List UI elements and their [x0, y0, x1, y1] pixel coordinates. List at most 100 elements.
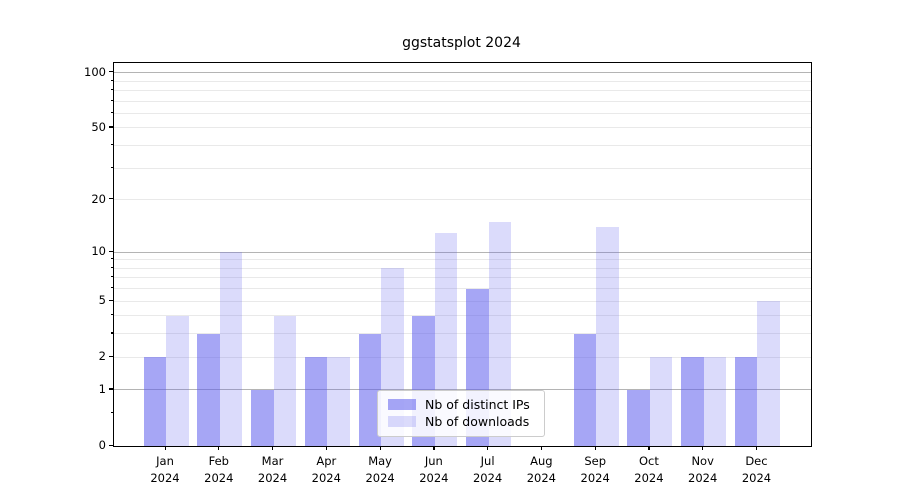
- y-tick-label: 5: [98, 293, 106, 308]
- y-axis-tick: [109, 388, 113, 390]
- minor-gridline: [114, 267, 811, 269]
- y-axis-tick: [109, 444, 113, 446]
- legend-item: Nb of distinct IPs: [388, 396, 536, 413]
- y-tick-label: 20: [91, 191, 106, 206]
- minor-gridline: [114, 127, 811, 129]
- y-axis-minor-tick: [111, 79, 114, 81]
- major-gridline: [114, 389, 811, 391]
- minor-gridline: [114, 80, 811, 82]
- minor-gridline: [114, 145, 811, 147]
- x-axis-tick: [594, 446, 596, 450]
- legend: Nb of distinct IPs Nb of downloads: [377, 390, 545, 437]
- bar-distinct-ips-dec: [734, 357, 758, 446]
- y-tick-label: 100: [84, 64, 106, 79]
- x-axis-tick: [164, 446, 166, 450]
- y-tick-label: 1: [98, 381, 106, 396]
- bar-distinct-ips-apr: [304, 357, 328, 446]
- x-tick-label-sep: Sep 2024: [580, 454, 610, 485]
- y-axis-minor-tick: [111, 314, 114, 316]
- y-axis-minor-tick: [111, 126, 114, 128]
- x-axis-tick: [433, 446, 435, 450]
- bar-downloads-feb: [219, 252, 243, 446]
- bar-downloads-sep: [596, 226, 619, 446]
- bar-downloads-jan: [166, 315, 189, 446]
- legend-item: Nb of downloads: [388, 413, 536, 430]
- y-axis-minor-tick: [111, 332, 114, 334]
- y-tick-label: 10: [91, 244, 106, 258]
- bar-downloads-oct: [649, 357, 673, 446]
- major-gridline: [114, 72, 811, 74]
- minor-gridline: [114, 89, 811, 91]
- bar-distinct-ips-may: [358, 333, 382, 446]
- x-axis-tick: [272, 446, 274, 450]
- legend-swatch-distinct-ips: [388, 399, 416, 410]
- minor-gridline: [114, 277, 811, 279]
- x-tick-label-aug: Aug 2024: [526, 454, 557, 485]
- bar-distinct-ips-jan: [143, 357, 166, 446]
- y-axis-minor-tick: [111, 258, 114, 260]
- plot-area: [113, 62, 812, 447]
- minor-gridline: [114, 288, 811, 290]
- x-tick-label-dec: Dec 2024: [741, 454, 772, 485]
- chart-title: ggstatsplot 2024: [402, 35, 521, 51]
- y-axis-minor-tick: [111, 266, 114, 268]
- minor-gridline: [114, 259, 811, 261]
- bar-distinct-ips-sep: [573, 333, 597, 446]
- y-axis-minor-tick: [111, 88, 114, 91]
- x-tick-label-may: May 2024: [365, 454, 395, 485]
- bar-downloads-jul: [488, 221, 512, 446]
- legend-swatch-downloads: [388, 416, 416, 427]
- y-tick-label: 2: [98, 349, 106, 364]
- x-axis-tick: [325, 446, 327, 450]
- y-axis-minor-tick: [111, 299, 114, 301]
- x-tick-label-jul: Jul 2024: [472, 454, 503, 485]
- y-axis-minor-tick: [111, 144, 114, 146]
- x-tick-label-jan: Jan 2024: [150, 454, 180, 485]
- minor-gridline: [114, 315, 811, 317]
- x-tick-label-apr: Apr 2024: [311, 454, 341, 485]
- y-axis-tick: [109, 71, 113, 73]
- y-axis-minor-tick: [111, 276, 114, 278]
- y-tick-label: 0: [98, 438, 106, 452]
- x-axis-tick: [702, 446, 704, 450]
- minor-gridline: [114, 112, 811, 114]
- y-axis-minor-tick: [111, 287, 114, 289]
- x-axis-tick: [755, 446, 758, 450]
- x-tick-label-mar: Mar 2024: [257, 454, 288, 485]
- x-axis-tick: [218, 446, 220, 450]
- x-tick-label-oct: Oct 2024: [634, 454, 664, 485]
- bar-distinct-ips-mar: [251, 389, 274, 446]
- y-axis-minor-tick: [111, 99, 114, 101]
- y-axis-minor-tick: [111, 166, 114, 168]
- bar-downloads-dec: [757, 301, 780, 446]
- y-tick-label: 50: [91, 119, 106, 134]
- bar-downloads-apr: [327, 357, 350, 446]
- bar-distinct-ips-feb: [197, 333, 220, 446]
- bar-distinct-ips-nov: [681, 357, 704, 446]
- legend-label: Nb of distinct IPs: [425, 397, 530, 412]
- y-axis-tick: [109, 250, 113, 252]
- bar-downloads-nov: [703, 357, 727, 446]
- x-tick-label-feb: Feb 2024: [204, 454, 234, 485]
- y-axis-minor-tick: [111, 411, 114, 413]
- legend-label: Nb of downloads: [425, 414, 530, 429]
- minor-gridline: [114, 100, 811, 102]
- x-axis-tick: [379, 446, 381, 450]
- x-axis-tick: [540, 446, 543, 450]
- major-gridline: [114, 251, 811, 253]
- minor-gridline: [114, 199, 811, 201]
- y-axis-minor-tick: [111, 198, 114, 200]
- bar-downloads-mar: [273, 315, 297, 446]
- minor-gridline: [114, 167, 811, 169]
- x-tick-label-jun: Jun 2024: [419, 454, 449, 485]
- x-axis-tick: [648, 446, 650, 450]
- bar-distinct-ips-oct: [627, 389, 650, 446]
- x-tick-label-nov: Nov 2024: [688, 454, 718, 485]
- minor-gridline: [114, 333, 811, 335]
- y-axis-minor-tick: [111, 111, 114, 114]
- y-axis-minor-tick: [111, 355, 114, 357]
- x-axis-tick: [487, 446, 489, 450]
- minor-gridline: [114, 300, 811, 302]
- minor-gridline: [114, 356, 811, 358]
